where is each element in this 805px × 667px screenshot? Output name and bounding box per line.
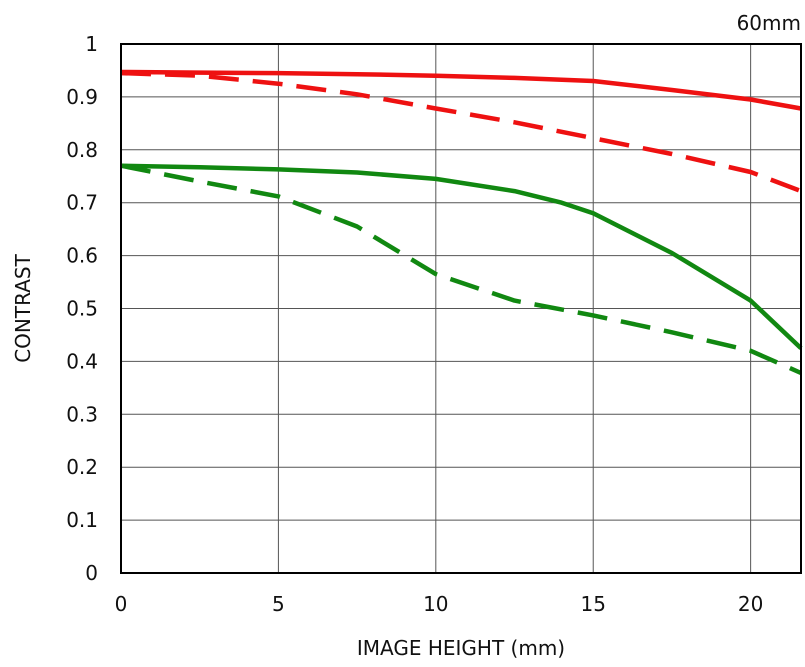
x-tick-label: 15 [580, 592, 605, 616]
y-tick-label: 0.3 [66, 402, 98, 426]
tick-label-layer: 00.10.20.30.40.50.60.70.80.910 5 10 15 20 [66, 32, 763, 616]
y-tick-label: 0.7 [66, 191, 98, 215]
y-tick-label: 0.1 [66, 508, 98, 532]
series-line-4-dashed [120, 163, 802, 376]
y-tick-label: 0.2 [66, 455, 98, 479]
series-layer [120, 69, 803, 376]
y-tick-label: 0.6 [66, 244, 98, 268]
focal-length-annotation: 60mm [737, 11, 801, 35]
series-line-2-dashed [120, 70, 802, 194]
x-axis-label: IMAGE HEIGHT (mm) [357, 636, 565, 660]
x-tick-label: 0 [115, 592, 128, 616]
y-axis-label: CONTRAST [11, 253, 35, 362]
grid-layer [121, 44, 801, 573]
y-tick-label: 0.9 [66, 85, 98, 109]
plot-frame [120, 43, 802, 574]
x-tick-label: 5 [272, 592, 285, 616]
y-tick-label: 0.4 [66, 349, 98, 373]
x-tick-label: 20 [738, 592, 763, 616]
y-tick-label: 0.8 [66, 138, 98, 162]
y-tick-label: 0.5 [66, 297, 98, 321]
series-line-3-solid [120, 163, 803, 350]
y-tick-label: 1 [85, 32, 98, 56]
y-tick-label: 0 [85, 561, 98, 585]
x-tick-label: 10 [423, 592, 448, 616]
series-line-1-solid [120, 69, 802, 111]
